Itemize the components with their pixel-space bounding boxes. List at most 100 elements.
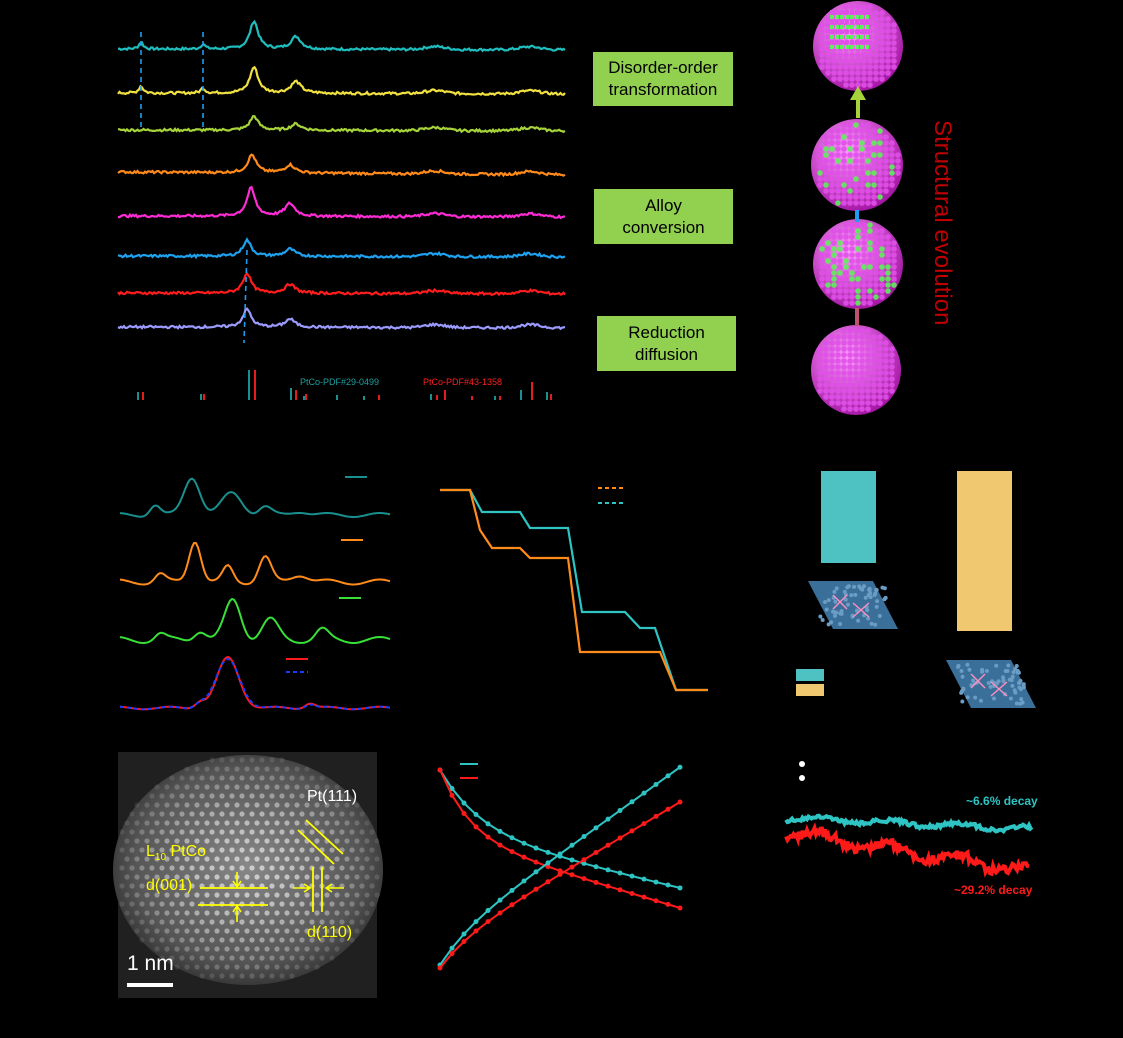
curve-point (545, 860, 551, 866)
pt111-label: Pt(111) (307, 788, 358, 805)
curve-point (629, 873, 635, 879)
curve-point (593, 850, 599, 856)
sphere-start (811, 325, 901, 415)
spectrum-green (119, 597, 391, 645)
xrd-curve (117, 65, 566, 97)
ref-label-fcc: PtCo-PDF#43-1358 (423, 377, 503, 387)
d110-label: d(110) (307, 924, 353, 941)
reduction-diffusion-text: Reduction diffusion (628, 322, 705, 364)
curve-point (593, 825, 599, 831)
curve-teal-asc (439, 766, 681, 966)
curve-point (533, 869, 539, 875)
curve-point (533, 845, 539, 851)
lattice-gold (946, 660, 1036, 708)
evolution-arrowhead (850, 86, 866, 100)
l10-sub: 10 (154, 852, 167, 864)
l10-prefix: L (146, 843, 155, 860)
sphere-diffusion (813, 219, 903, 309)
curve-point (545, 849, 551, 855)
curve-point (605, 842, 611, 848)
curve-point (557, 868, 563, 874)
curve-point (569, 864, 575, 870)
xrd-curve (117, 19, 566, 53)
disorder-order-text: Disorder-order transformation (608, 58, 718, 99)
curve-point (653, 879, 659, 885)
curve-point (641, 894, 647, 900)
lattice-fringe-line (305, 819, 344, 855)
stem-image (113, 752, 383, 998)
curve-point (605, 867, 611, 873)
curve-point (665, 901, 671, 907)
curve-point (581, 857, 587, 863)
curve-point (629, 828, 635, 834)
reduction-diffusion-box: Reduction diffusion (597, 316, 736, 371)
curve-point (629, 799, 635, 805)
curve-point (665, 806, 671, 812)
curve-point (629, 890, 635, 896)
curve-point (509, 902, 515, 908)
d001-label: d(001) (146, 877, 193, 894)
scale-bar (127, 983, 173, 987)
curve-point (437, 965, 443, 971)
curve-point (473, 824, 479, 830)
curve-point (533, 886, 539, 892)
curve-point (581, 876, 587, 882)
curve-point (449, 792, 455, 798)
spectrum-orange (119, 541, 391, 586)
scale-bar-label: 1 nm (127, 952, 174, 975)
curve-point (473, 919, 479, 925)
curve-point (449, 945, 455, 951)
curve-point (653, 813, 659, 819)
d110-arrows (293, 883, 344, 893)
l10-suffix: PtCo (166, 843, 207, 860)
curve-point (641, 821, 647, 827)
curve-point (473, 812, 479, 818)
alloy-conversion-text: Alloy conversion (622, 195, 705, 237)
sphere-ordered (813, 1, 903, 91)
curve-point (653, 781, 659, 787)
curve-point (485, 821, 491, 827)
sphere-alloy (811, 119, 903, 211)
curve-point (473, 928, 479, 934)
curve-point (593, 864, 599, 870)
legend-marker (799, 775, 805, 781)
curve-point (569, 857, 575, 863)
disorder-order-box: Disorder-order transformation (593, 52, 733, 106)
legend-marker (799, 761, 805, 767)
curve-point (461, 800, 467, 806)
curve-point (521, 840, 527, 846)
curve-point (581, 860, 587, 866)
d001-arrows (232, 872, 242, 922)
curve-point (533, 859, 539, 865)
bar-teal (821, 471, 876, 563)
lattice-teal (808, 581, 898, 629)
curve-point (485, 834, 491, 840)
alloy-conversion-box: Alloy conversion (594, 189, 733, 244)
curve-point (497, 842, 503, 848)
curve-point (449, 951, 455, 957)
profile-teal (440, 488, 708, 692)
curve-point (617, 870, 623, 876)
curve-point (677, 905, 683, 911)
xrd-curve (117, 307, 566, 331)
trace-teal (784, 813, 1034, 835)
curve-point (461, 931, 467, 937)
curve-point (665, 882, 671, 888)
curve-point (677, 885, 683, 891)
curve-point (497, 897, 503, 903)
lattice-fringe-line (297, 829, 335, 865)
curve-point (509, 849, 515, 855)
decay-bottom-label: ~29.2% decay (954, 883, 1033, 897)
decay-top-label: ~6.6% decay (966, 794, 1038, 808)
curve-point (653, 898, 659, 904)
l10-ptco-label: L10 PtCo (146, 843, 206, 863)
legend-swatch-gold (796, 684, 824, 696)
ref-label-l10: PtCo-PDF#29-0499 (300, 377, 380, 387)
curve-point (485, 907, 491, 913)
curve-point (605, 883, 611, 889)
curve-point (485, 919, 491, 925)
curve-point (521, 894, 527, 900)
trace-red (784, 822, 1030, 878)
curve-point (545, 879, 551, 885)
